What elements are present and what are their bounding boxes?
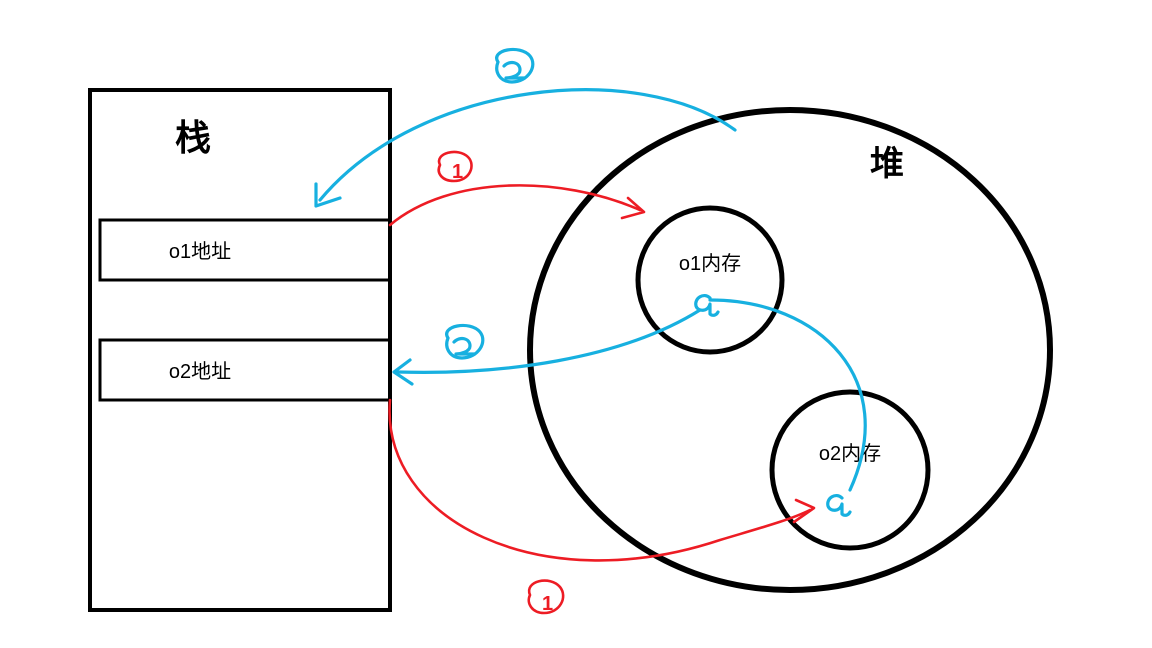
- stack-cell-o1-label: o1地址: [169, 240, 231, 263]
- red-label-top-text: 1: [452, 161, 463, 183]
- a-glyph-o2: [828, 496, 850, 516]
- stack-title: 栈: [175, 117, 211, 158]
- stack-rect: [90, 90, 390, 610]
- blue-arrow-top-head: [316, 184, 340, 206]
- blue-arrow-top: [320, 90, 735, 200]
- blue-label-top-glyph: [504, 63, 524, 78]
- memory-diagram: 栈 o1地址 o2地址 堆 o1内存 o2内存 1 1: [0, 0, 1152, 648]
- heap-o2-label: o2内存: [819, 442, 881, 465]
- red-label-bottom-text: 1: [542, 593, 553, 615]
- blue-label-mid-glyph: [454, 339, 474, 354]
- blue-arrow-mid: [398, 310, 700, 372]
- stack-cell-o2: [100, 340, 390, 400]
- heap-o1-label: o1内存: [679, 252, 741, 275]
- stack-cell-o2-label: o2地址: [169, 360, 231, 383]
- red-arrow-bottom-head: [794, 500, 814, 522]
- heap-o2-circle: [772, 392, 928, 548]
- heap-title: 堆: [870, 145, 904, 183]
- stack-cell-o1: [100, 220, 390, 280]
- red-arrow-bottom: [390, 400, 810, 560]
- red-arrow-top: [390, 185, 640, 225]
